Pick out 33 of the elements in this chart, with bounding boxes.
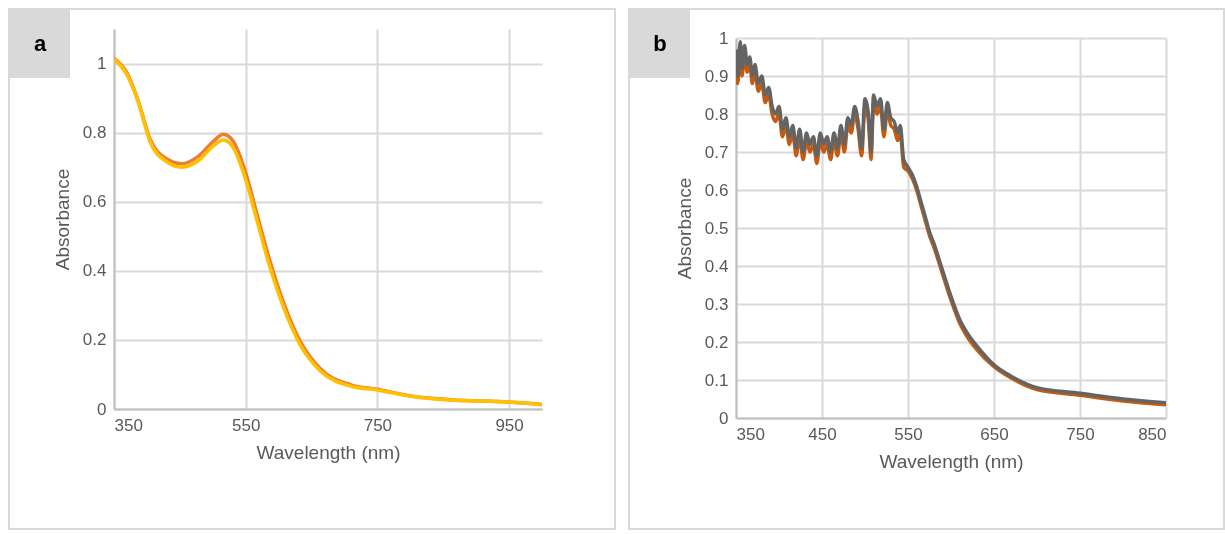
x-tick-label: 650: [980, 424, 1009, 444]
y-tick-label: 0.8: [82, 123, 107, 143]
y-tick-label: 0.5: [704, 218, 729, 238]
x-tick-label: 450: [808, 424, 837, 444]
y-tick-label: 0.1: [704, 370, 729, 390]
x-axis-title: Wavelength (nm): [879, 450, 1024, 472]
y-tick-label: 0.4: [704, 256, 729, 276]
y-tick-label: 1: [97, 54, 107, 74]
x-tick-label: 950: [495, 415, 524, 435]
y-axis-title: Absorbance: [51, 168, 73, 271]
y-tick-label: 0.2: [82, 330, 107, 350]
y-tick-label: 0.4: [82, 261, 107, 281]
y-tick-label: 0.3: [704, 294, 729, 314]
x-axis-title: Wavelength (nm): [256, 441, 401, 463]
x-tick-label: 350: [114, 415, 143, 435]
y-tick-label: 0.9: [704, 66, 729, 86]
y-tick-label: 0.6: [704, 180, 729, 200]
text: a: [10, 10, 70, 78]
y-tick-label: 0.6: [82, 192, 107, 212]
x-tick-label: 850: [1138, 424, 1167, 444]
x-tick-label: 750: [1066, 424, 1095, 444]
x-tick-label: 750: [363, 415, 393, 435]
y-tick-label: 0.2: [704, 332, 729, 352]
y-tick-label: 0: [719, 408, 729, 428]
y-tick-label: 1: [719, 28, 729, 48]
x-tick-label: 550: [894, 424, 923, 444]
y-axis-title: Absorbance: [673, 177, 695, 280]
x-tick-label: 350: [736, 424, 765, 444]
y-tick-label: 0.8: [704, 104, 729, 124]
text: b: [630, 10, 690, 78]
y-tick-label: 0: [97, 399, 107, 419]
y-tick-label: 0.7: [704, 142, 729, 162]
x-tick-label: 550: [232, 415, 261, 435]
